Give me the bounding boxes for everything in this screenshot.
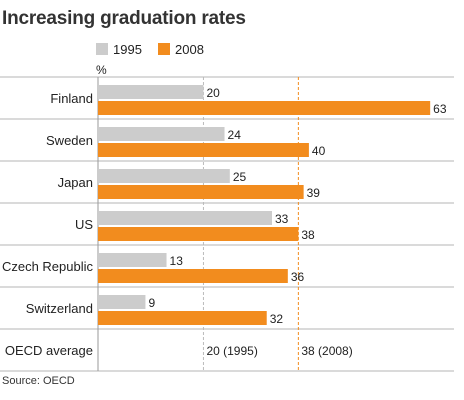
reference-line-label-2008: 38 (2008) xyxy=(301,344,352,358)
bar-value-label-2008: 40 xyxy=(312,144,326,158)
bar-value-label-1995: 33 xyxy=(275,212,289,226)
category-label: Czech Republic xyxy=(2,259,94,274)
legend-swatch-1995 xyxy=(96,43,108,55)
bar-2008 xyxy=(98,311,267,325)
bar-2008 xyxy=(98,101,431,115)
bar-1995 xyxy=(98,169,230,183)
bar-1995 xyxy=(98,85,204,99)
bar-value-label-1995: 25 xyxy=(233,170,247,184)
average-row-label: OECD average xyxy=(5,343,93,358)
chart-title: Increasing graduation rates xyxy=(2,8,246,29)
bar-value-label-2008: 39 xyxy=(307,186,321,200)
bar-1995 xyxy=(98,127,225,141)
category-label: Finland xyxy=(50,91,93,106)
bar-2008 xyxy=(98,185,304,199)
reference-line-label-1995: 20 (1995) xyxy=(206,344,257,358)
bar-2008 xyxy=(98,269,288,283)
category-label: Sweden xyxy=(46,133,93,148)
legend-label-1995: 1995 xyxy=(113,42,142,57)
category-label: US xyxy=(75,217,93,232)
bar-2008 xyxy=(98,227,299,241)
bar-value-label-2008: 32 xyxy=(270,312,284,326)
source-note: Source: OECD xyxy=(2,375,75,387)
bar-value-label-2008: 63 xyxy=(433,102,447,116)
bar-value-label-1995: 20 xyxy=(206,86,220,100)
bar-1995 xyxy=(98,253,167,267)
bar-1995 xyxy=(98,295,146,309)
category-label: Switzerland xyxy=(26,301,93,316)
bar-value-label-2008: 38 xyxy=(301,228,315,242)
legend-swatch-2008 xyxy=(158,43,170,55)
unit-label: % xyxy=(96,63,107,77)
bar-value-label-2008: 36 xyxy=(291,270,305,284)
bar-value-label-1995: 24 xyxy=(228,128,242,142)
bar-2008 xyxy=(98,143,309,157)
category-label: Japan xyxy=(58,175,93,190)
legend-label-2008: 2008 xyxy=(175,42,204,57)
bar-value-label-1995: 13 xyxy=(170,254,184,268)
bar-1995 xyxy=(98,211,272,225)
bar-value-label-1995: 9 xyxy=(148,296,155,310)
